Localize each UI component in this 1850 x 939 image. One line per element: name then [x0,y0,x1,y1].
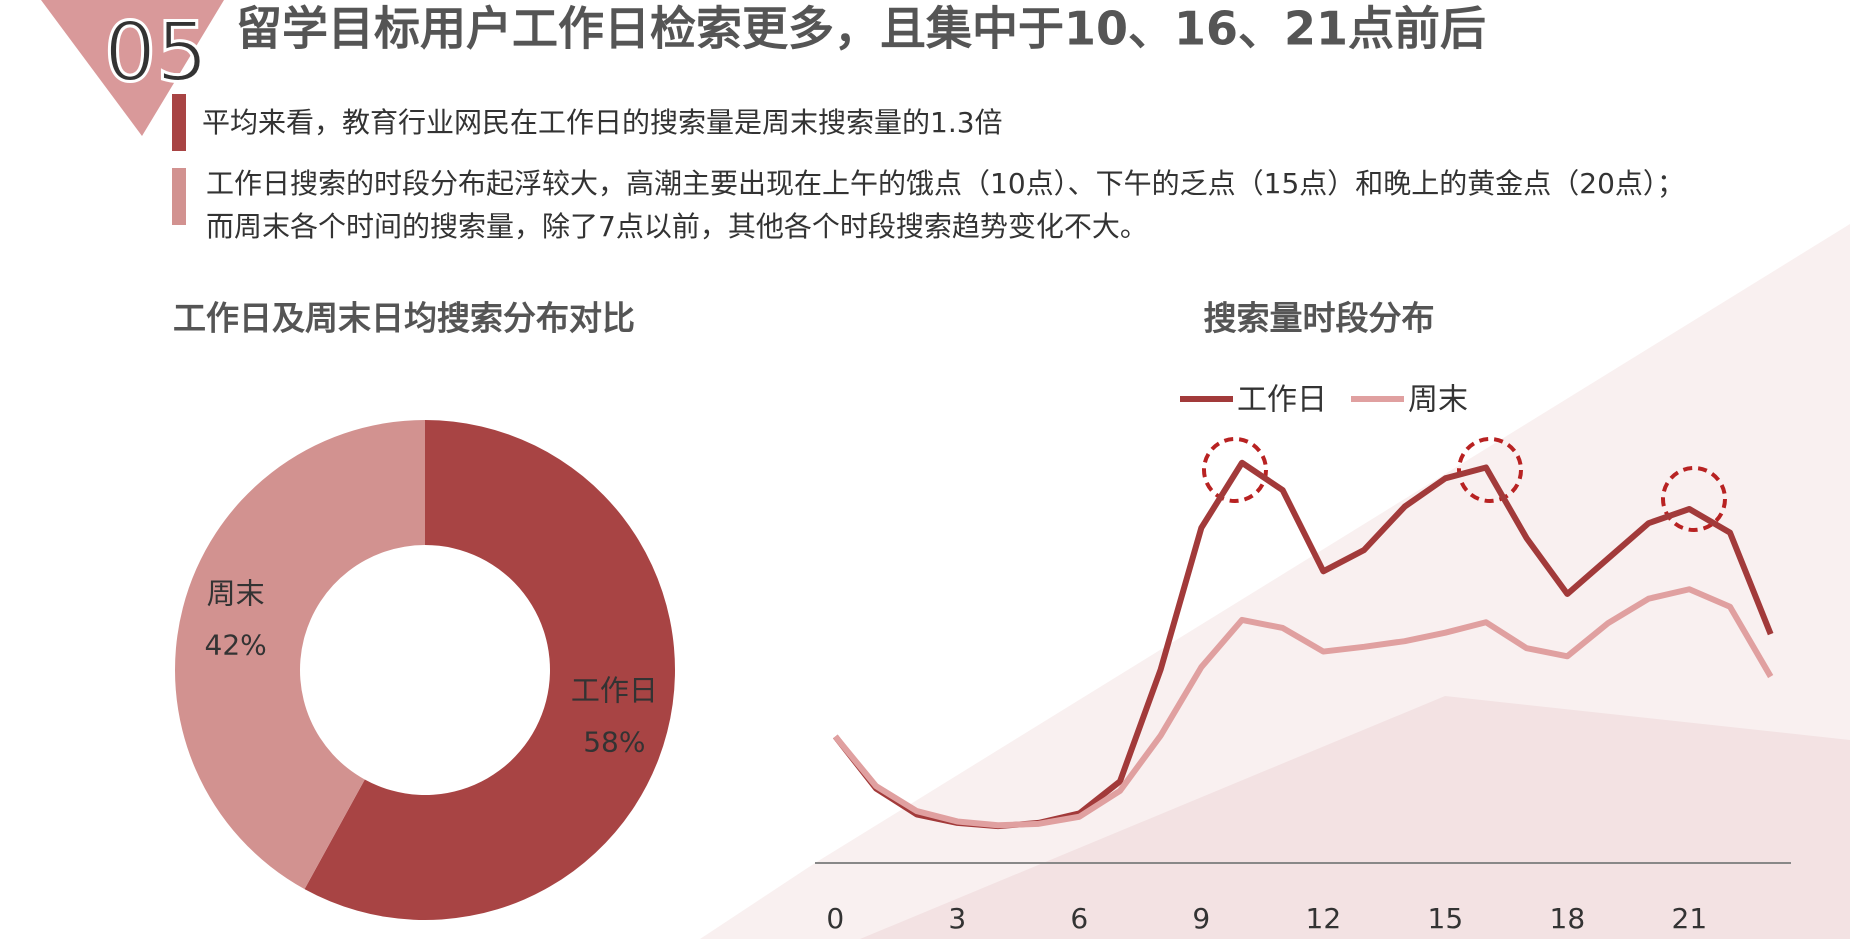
x-tick-label: 3 [948,902,966,935]
x-tick-label: 18 [1550,902,1586,935]
slice-value: 42% [205,628,267,661]
header-number: 05 [104,5,208,100]
bullet-text: 工作日搜索的时段分布起浮较大，高潮主要出现在上午的饿点（10点）、下午的乏点（1… [206,167,1685,200]
header-triangle [41,0,224,136]
bullet-bar [172,168,186,225]
x-tick-label: 6 [1070,902,1088,935]
line-series [833,586,1774,829]
chart-title: 搜索量时段分布 [1204,299,1435,338]
bg-shape [860,696,1850,939]
peak-highlights [1202,437,1727,532]
bullet-text: 平均来看，教育行业网民在工作日的搜索量是周末搜索量的1.3倍 [202,106,1003,139]
chart-title: 工作日及周末日均搜索分布对比 [173,299,635,338]
x-tick-label: 9 [1192,902,1210,935]
slice-label: 周末 [207,576,265,610]
slice-label: 工作日 [571,674,658,708]
x-tick-label: 12 [1306,902,1342,935]
peak-circle [1661,466,1727,532]
legend-label: 工作日 [1237,383,1327,418]
header-title: 留学目标用户工作日检索更多，且集中于10、16、21点前后 [236,2,1486,56]
peak-circle [1457,437,1523,503]
slice-value: 58% [583,726,645,759]
x-tick-label: 0 [826,902,844,935]
x-tick-label: 21 [1672,902,1708,935]
pie-slice [304,420,675,920]
pie-slice [174,420,425,890]
bullet-text: 而周末各个时间的搜索量，除了7点以前，其他各个时段搜索趋势变化不大。 [206,210,1148,243]
x-tick-label: 15 [1428,902,1464,935]
bullet-bar [172,94,186,151]
peak-circle [1202,437,1268,503]
legend-label: 周末 [1408,383,1468,418]
